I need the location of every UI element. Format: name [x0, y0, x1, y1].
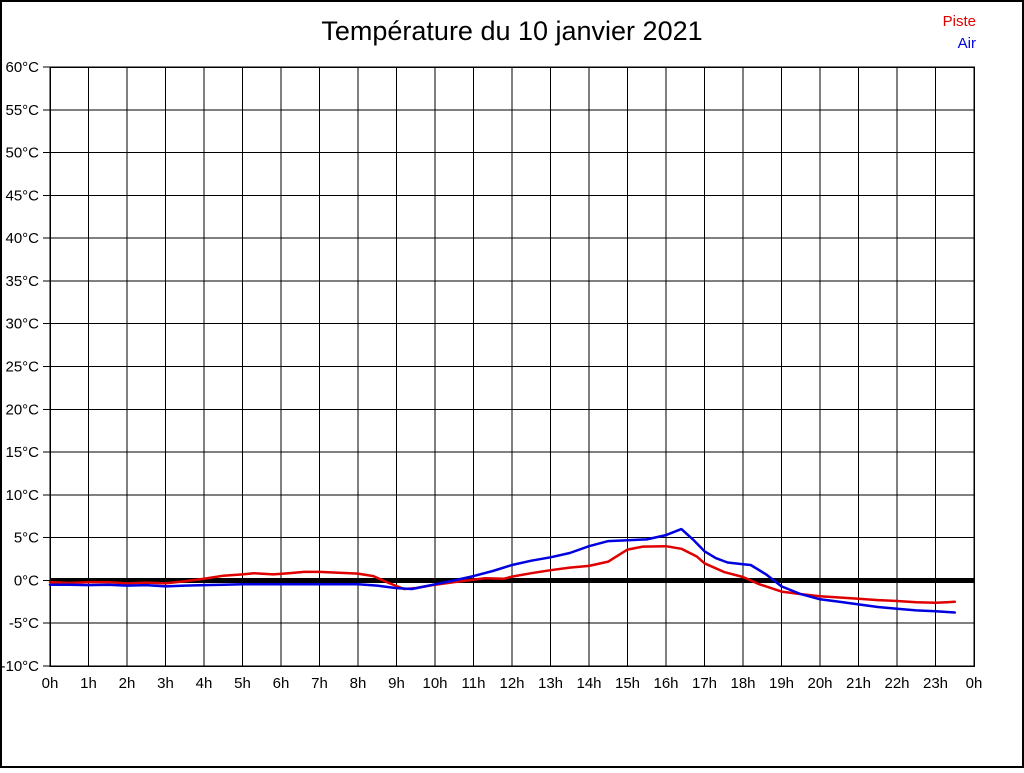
chart-title: Température du 10 janvier 2021: [321, 16, 703, 46]
x-tick-label: 17h: [692, 675, 717, 692]
y-tick-label: 10°C: [5, 487, 39, 504]
x-tick-label: 19h: [769, 675, 794, 692]
chart-legend: Piste Air: [943, 11, 976, 55]
y-tick-label: -10°C: [0, 658, 39, 675]
y-tick-label: 30°C: [5, 316, 39, 333]
legend-item-piste: Piste: [943, 11, 976, 33]
legend-piste-label: Piste: [942, 13, 976, 30]
y-tick-label: 35°C: [5, 273, 39, 290]
y-tick-label: 15°C: [5, 444, 39, 461]
x-tick-label: 9h: [388, 675, 405, 692]
legend-item-air: Air: [943, 33, 976, 55]
x-tick-label: 5h: [234, 675, 251, 692]
x-tick-label: 23h: [923, 675, 948, 692]
x-tick-label: 11h: [462, 675, 486, 692]
y-tick-label: 25°C: [5, 359, 39, 376]
x-tick-label: 12h: [499, 675, 524, 692]
series-air-line: [48, 527, 957, 614]
x-tick-label: 0h: [966, 675, 983, 692]
y-tick-label: -5°C: [9, 615, 39, 632]
x-tick-label: 15h: [615, 675, 640, 692]
x-tick-label: 8h: [350, 675, 367, 692]
x-tick-label: 3h: [157, 675, 174, 692]
x-tick-label: 4h: [196, 675, 213, 692]
x-tick-label: 1h: [80, 675, 97, 692]
x-tick-label: 20h: [807, 675, 832, 692]
y-tick-label: 45°C: [5, 187, 39, 204]
y-tick-label: 40°C: [5, 230, 39, 247]
x-tick-label: 6h: [273, 675, 290, 692]
series-piste-line: [48, 544, 957, 604]
x-tick-label: 22h: [884, 675, 909, 692]
x-tick-label: 16h: [653, 675, 678, 692]
y-tick-label: 60°C: [5, 59, 39, 76]
x-tick-label: 14h: [576, 675, 601, 692]
x-tick-label: 18h: [730, 675, 755, 692]
y-tick-label: 5°C: [14, 530, 39, 547]
x-tick-label: 0h: [42, 675, 59, 692]
y-tick-label: 0°C: [14, 572, 39, 589]
x-tick-label: 21h: [846, 675, 871, 692]
y-tick-label: 20°C: [5, 401, 39, 418]
y-tick-label: 55°C: [5, 102, 39, 119]
x-tick-label: 10h: [422, 675, 447, 692]
y-tick-label: 50°C: [5, 145, 39, 162]
x-tick-label: 13h: [538, 675, 563, 692]
x-tick-label: 7h: [311, 675, 328, 692]
x-tick-label: 2h: [119, 675, 136, 692]
legend-air-label: Air: [957, 35, 976, 52]
plot-border: [49, 66, 975, 667]
